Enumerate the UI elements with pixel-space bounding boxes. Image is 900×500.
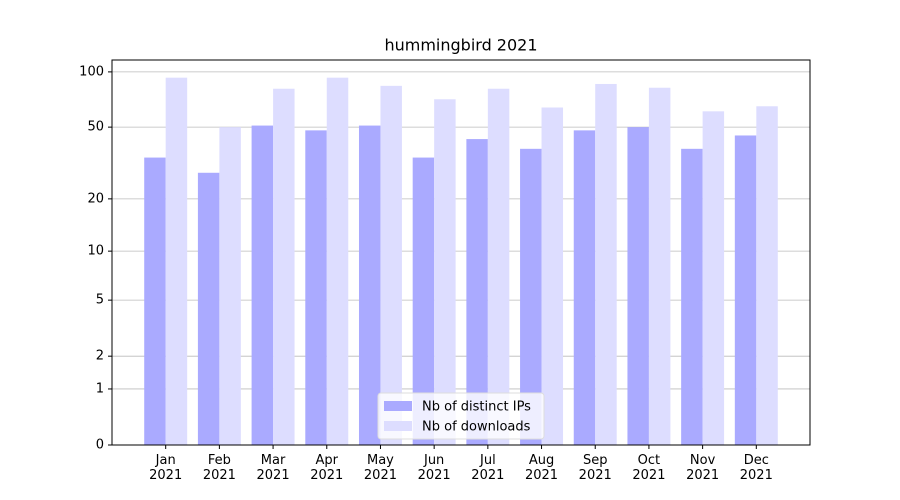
bar [466,139,488,446]
bar [358,125,381,446]
x-tick-label: Jul 2021 [471,453,505,483]
bar [219,127,241,445]
x-tick-label: Oct 2021 [632,453,666,483]
x-tick-label: Apr 2021 [310,453,344,483]
y-tick-label: 1 [96,381,104,396]
bar [487,88,510,446]
chart-title: hummingbird 2021 [384,36,537,55]
x-tick-label: Aug 2021 [524,453,559,483]
legend-label: Nb of downloads [422,420,531,435]
bar [595,83,617,446]
x-tick-label: Dec 2021 [739,453,773,483]
legend-swatch [384,421,412,431]
bar [273,88,295,446]
bar [305,130,327,445]
bar [573,130,596,445]
x-tick-label: Sep 2021 [578,453,612,483]
y-tick-label: 5 [96,293,104,308]
bar [251,125,274,446]
bar [412,157,435,446]
bar [520,148,542,445]
y-tick-label: 50 [87,120,104,135]
y-tick-label: 0 [96,438,104,453]
x-tick-label: Nov 2021 [686,453,720,483]
x-tick-label: Feb 2021 [202,453,236,483]
bar [648,87,671,445]
y-tick-label: 10 [87,244,104,259]
bar [702,111,725,446]
x-tick-label: Jan 2021 [149,453,183,483]
bar [165,77,188,446]
plot-frame [111,59,811,446]
bar [326,77,349,446]
bar [434,99,456,445]
y-tick-label: 100 [79,64,104,79]
legend-label: Nb of distinct IPs [422,400,531,415]
bar [541,107,564,445]
bar [144,157,166,446]
y-tick-label: 20 [87,191,104,206]
x-tick-label: May 2021 [363,453,397,483]
legend-swatch [384,401,412,411]
bar [734,135,757,445]
bar [681,148,703,445]
bar [380,85,402,446]
legend-box [377,392,545,440]
x-tick-label: Jun 2021 [417,453,451,483]
bar [627,127,649,445]
bar [197,172,220,445]
x-tick-label: Mar 2021 [256,453,290,483]
y-tick-label: 2 [96,349,104,364]
bar [756,106,778,446]
